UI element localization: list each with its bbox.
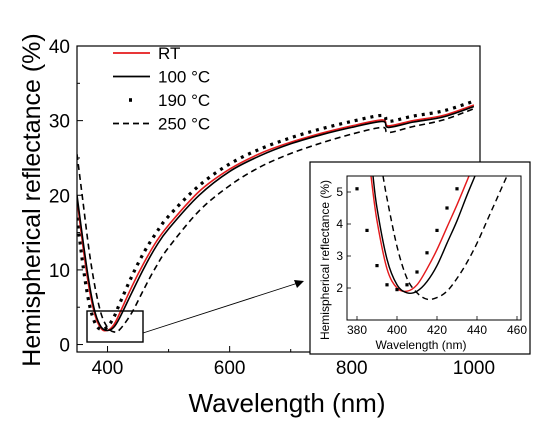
legend-label-100-c: 100 °C [158,68,210,87]
main-y-tick-label-40: 40 [49,37,70,58]
inset-point-190-c-5 [405,283,409,287]
zoom-arrow-line [142,282,299,334]
main-series-100-c [77,105,475,332]
inset-series-rt [370,176,470,293]
legend-label-190-c: 190 °C [158,91,210,110]
main-x-axis-label: Wavelength (nm) [189,388,386,418]
main-y-axis-label: Hemispherical reflectance (%) [18,33,46,366]
inset-point-190-c-1 [365,228,369,232]
inset-point-190-c-10 [455,187,459,191]
inset-point-190-c-2 [375,264,379,268]
inset-y-tick-label-2: 2 [336,281,343,295]
inset-point-190-c-4 [395,288,399,292]
inset-x-tick-label-460: 460 [507,323,527,337]
inset-plot-frame [346,175,522,321]
main-x-tick-label-1000: 1000 [453,358,495,379]
legend: RT 100 °C 190 °C 250 °C [113,44,210,134]
inset-y-tick-label-4: 4 [336,217,343,231]
zoom-box [86,310,144,343]
inset-x-tick-label-440: 440 [467,323,487,337]
main-y-tick-label-0: 0 [59,336,70,357]
inset-series-100-c [372,176,476,295]
inset-series-250-c [382,176,508,301]
main-y-tick-label-20: 20 [49,186,70,207]
main-series-rt [77,104,475,332]
main-series-250-c [77,107,475,333]
inset-y-axis-label: Hemispherical reflectance (%) [318,180,332,340]
inset-point-190-c-3 [385,283,389,287]
zoom-indicator [86,280,304,343]
inset-x-tick-label-380: 380 [347,323,367,337]
inset-x-tick-label-420: 420 [427,323,447,337]
inset-plot: 380 400 420 440 460 2 3 4 5 [309,161,531,355]
inset-point-190-c-9 [445,206,449,210]
inset-y-tick-label-5: 5 [336,185,343,199]
inset-x-tick-label-400: 400 [387,323,407,337]
inset-point-190-c-6 [415,270,419,274]
inset-panel [309,161,531,355]
main-series-190-c [77,99,475,332]
inset-point-190-c-7 [425,251,429,255]
inset-y-tick-label-3: 3 [336,249,343,263]
inset-point-190-c-0 [355,187,359,191]
main-y-tick-label-30: 30 [49,112,70,133]
inset-point-190-c-8 [435,228,439,232]
legend-label-250-c: 250 °C [158,115,210,134]
inset-x-axis-label: Wavelength (nm) [376,338,467,352]
main-x-tick-label-800: 800 [336,358,368,379]
main-y-tick-label-10: 10 [49,261,70,282]
main-plot: 400 600 800 1000 0 10 20 30 40 [49,37,495,379]
main-x-tick-label-400: 400 [92,358,124,379]
main-x-tick-label-600: 600 [214,358,246,379]
legend-label-rt: RT [158,44,180,63]
zoom-arrow-head [294,280,304,288]
